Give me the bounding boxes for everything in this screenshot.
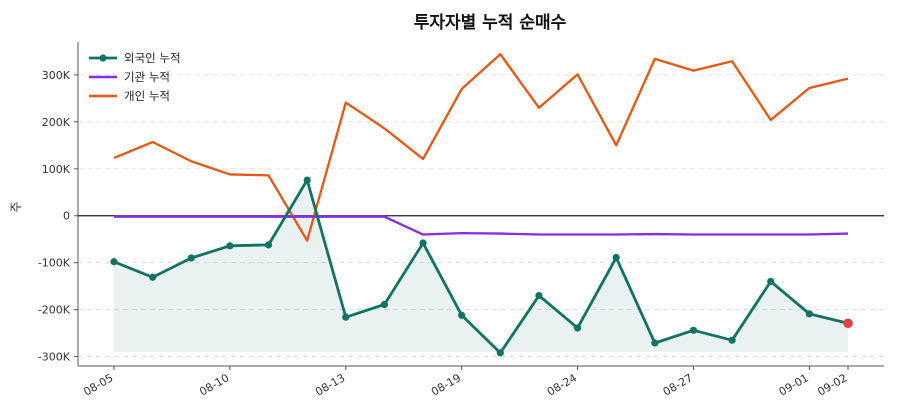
foreign-point — [303, 176, 311, 184]
legend-label-institution: 기관 누적 — [124, 70, 170, 84]
x-tick-label: 08-05 — [81, 371, 115, 398]
y-tick-label: -100K — [38, 257, 71, 270]
x-tick-label: 08-19 — [429, 371, 463, 398]
legend-item-institution: 기관 누적 — [89, 70, 170, 84]
last-point-marker — [843, 318, 853, 329]
foreign-point — [264, 241, 273, 249]
y-tick-label: 100K — [42, 163, 71, 176]
y-tick-label: -300K — [38, 351, 71, 364]
legend-item-individual: 개인 누적 — [89, 89, 170, 103]
series-layer — [113, 53, 849, 355]
y-axis-label: 주 — [9, 201, 23, 212]
foreign-point — [110, 258, 118, 266]
foreign-point — [380, 300, 389, 309]
foreign-point — [651, 339, 659, 347]
foreign-point — [226, 242, 234, 250]
chart-title: 투자자별 누적 순매수 — [414, 13, 567, 33]
legend-item-foreign: 외국인 누적 — [89, 51, 181, 65]
series-line-individual — [113, 53, 849, 242]
series-line-institution — [114, 215, 849, 236]
foreign-point — [689, 326, 698, 334]
foreign-point — [612, 253, 620, 262]
y-tick-label: 0 — [63, 210, 70, 223]
foreign-area-fill — [114, 180, 848, 353]
foreign-point — [767, 277, 775, 286]
x-tick-label: 08-24 — [545, 371, 579, 398]
x-tick-label: 09-02 — [815, 371, 849, 398]
legend: 외국인 누적 기관 누적 개인 누적 — [89, 51, 181, 103]
foreign-point — [496, 349, 504, 357]
fill-layer — [114, 180, 848, 353]
foreign-point — [458, 311, 466, 319]
marker-layer — [110, 176, 853, 357]
y-tick-label: 200K — [42, 116, 71, 129]
x-tick-label: 08-10 — [197, 371, 231, 398]
x-tick-label: 09-01 — [777, 371, 811, 398]
foreign-point — [187, 254, 195, 262]
foreign-point — [419, 239, 427, 247]
foreign-point — [342, 313, 350, 321]
foreign-point — [728, 336, 736, 344]
legend-label-foreign: 외국인 누적 — [124, 51, 181, 65]
y-tick-label: -200K — [38, 304, 71, 317]
foreign-point — [149, 273, 157, 281]
x-tick-label: 08-13 — [313, 371, 347, 398]
series-line-foreign — [113, 178, 849, 355]
legend-marker-foreign — [99, 54, 107, 62]
foreign-point — [573, 324, 582, 332]
foreign-point — [805, 310, 813, 318]
x-tick-label: 08-27 — [661, 371, 695, 398]
legend-label-individual: 개인 누적 — [124, 89, 170, 103]
foreign-point — [535, 291, 543, 300]
y-tick-label: 300K — [42, 69, 71, 82]
